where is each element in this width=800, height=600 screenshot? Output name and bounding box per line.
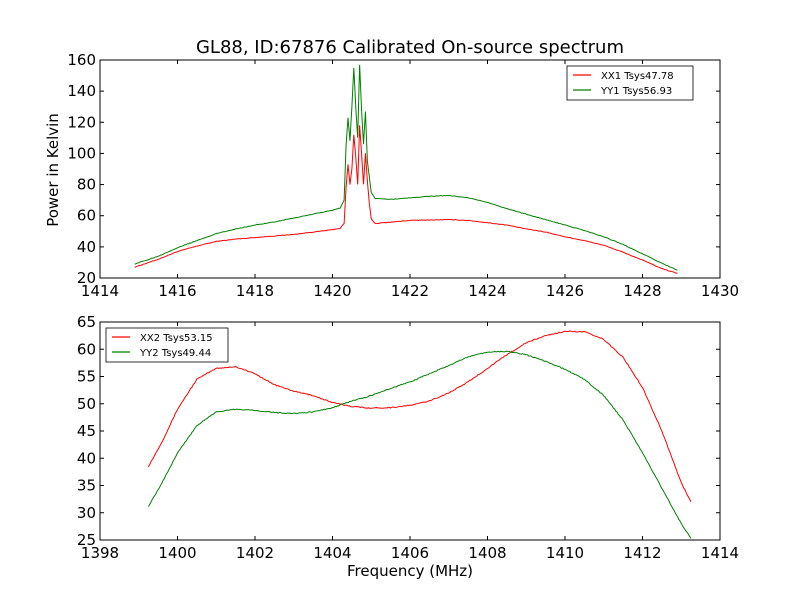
y-tick-label: 55	[77, 368, 96, 386]
x-tick-label: 1406	[391, 544, 429, 562]
legend: XX2 Tsys53.15 YY2 Tsys49.44	[105, 327, 229, 363]
x-axis-label: Frequency (MHz)	[347, 562, 473, 580]
legend-label: YY1 Tsys56.93	[600, 86, 672, 97]
y-tick-label: 160	[67, 51, 96, 69]
x-tick-label: 1424	[468, 282, 506, 300]
x-tick-label: 1404	[313, 544, 351, 562]
y-tick-label: 65	[77, 313, 96, 331]
x-tick-label: 1420	[313, 282, 351, 300]
top-plot: 1414 1416 1418 1420 1422 1424 1426 1428 1430 20 40…	[67, 51, 739, 300]
bottom-plot: 1398 1400 1402 1404 1406 1408 1410 1412 1414 25 30…	[77, 313, 739, 562]
legend-box	[105, 327, 229, 363]
y-tick-label: 140	[67, 82, 96, 100]
series-line-1	[147, 330, 692, 503]
x-tick-label: 1398	[81, 544, 119, 562]
chart-title: GL88, ID:67876 Calibrated On-source spec…	[196, 37, 624, 58]
y-tick-label: 60	[77, 207, 96, 225]
x-tick-label: 1414	[81, 282, 119, 300]
legend-label: XX1 Tsys47.78	[601, 71, 674, 82]
y-tick-label: 60	[77, 340, 96, 358]
x-tick-label: 1400	[158, 544, 196, 562]
y-tick-label: 35	[77, 477, 96, 495]
x-tick-label: 1418	[236, 282, 274, 300]
x-tick-label: 1426	[546, 282, 584, 300]
y-tick-label: 80	[77, 176, 96, 194]
y-tick-label: 20	[77, 269, 96, 287]
y-tick-label: 30	[77, 504, 96, 522]
y-tick-label: 45	[77, 422, 96, 440]
x-tick-label: 1410	[546, 544, 584, 562]
y-tick-label: 100	[67, 144, 96, 162]
series-line-1	[134, 125, 678, 274]
legend-label: YY2 Tsys49.44	[139, 348, 211, 359]
y-tick-label: 40	[77, 449, 96, 467]
x-tick-label: 1428	[623, 282, 661, 300]
series-line-2	[134, 64, 678, 271]
y-axis-label-top: Power in Kelvin	[44, 113, 62, 227]
y-tick-label: 25	[77, 531, 96, 549]
x-tick-label: 1412	[623, 544, 661, 562]
y-tick-label: 120	[67, 113, 96, 131]
x-tick-label: 1408	[468, 544, 506, 562]
legend-label: XX2 Tsys53.15	[140, 333, 213, 344]
legend-box	[566, 65, 694, 101]
x-tick-label: 1414	[701, 544, 739, 562]
legend: XX1 Tsys47.78 YY1 Tsys56.93	[566, 65, 694, 101]
x-tick-label: 1422	[391, 282, 429, 300]
series-line-2	[148, 350, 692, 539]
x-tick-label: 1402	[236, 544, 274, 562]
y-tick-label: 50	[77, 395, 96, 413]
y-tick-label: 40	[77, 238, 96, 256]
x-tick-label: 1430	[701, 282, 739, 300]
x-tick-label: 1416	[158, 282, 196, 300]
